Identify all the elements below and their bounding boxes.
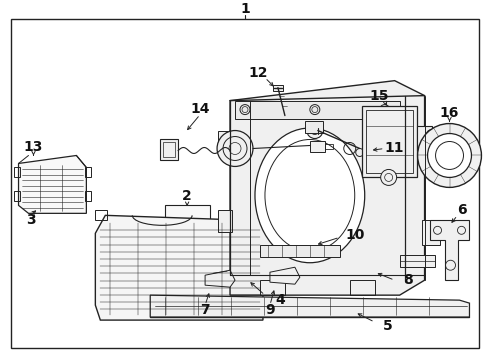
Bar xyxy=(260,280,285,295)
Bar xyxy=(260,245,340,257)
Text: 5: 5 xyxy=(383,319,392,333)
Ellipse shape xyxy=(255,128,365,263)
Text: 9: 9 xyxy=(265,303,275,317)
Polygon shape xyxy=(150,295,469,317)
Bar xyxy=(305,121,323,132)
Bar xyxy=(85,167,91,177)
Text: 11: 11 xyxy=(385,141,404,156)
Bar xyxy=(273,85,283,91)
Text: 3: 3 xyxy=(25,213,35,227)
Text: 16: 16 xyxy=(440,105,459,120)
Circle shape xyxy=(307,122,323,139)
Bar xyxy=(310,140,325,153)
Bar xyxy=(362,105,416,177)
Bar xyxy=(400,255,435,267)
Ellipse shape xyxy=(265,140,355,251)
Bar xyxy=(14,167,20,177)
Bar xyxy=(253,210,265,220)
Text: 8: 8 xyxy=(403,273,413,287)
Text: 13: 13 xyxy=(24,140,43,154)
Polygon shape xyxy=(96,215,263,320)
Bar xyxy=(85,192,91,201)
Circle shape xyxy=(310,105,320,114)
Bar xyxy=(421,220,440,245)
Circle shape xyxy=(428,134,471,177)
Text: 14: 14 xyxy=(190,102,210,116)
Bar xyxy=(163,141,175,157)
Circle shape xyxy=(381,170,396,185)
Text: 1: 1 xyxy=(240,2,250,16)
Text: 10: 10 xyxy=(345,228,365,242)
Bar xyxy=(218,210,232,232)
Polygon shape xyxy=(230,81,424,295)
Polygon shape xyxy=(19,156,86,213)
Bar xyxy=(416,126,432,150)
Ellipse shape xyxy=(426,130,438,145)
Bar xyxy=(218,131,232,153)
Circle shape xyxy=(417,123,482,188)
Bar xyxy=(165,205,210,233)
Polygon shape xyxy=(205,270,235,287)
Bar xyxy=(350,280,375,295)
Bar xyxy=(421,135,440,161)
Text: 15: 15 xyxy=(370,89,390,103)
Circle shape xyxy=(380,105,390,114)
Circle shape xyxy=(217,131,253,166)
Bar xyxy=(14,192,20,201)
Bar xyxy=(366,109,413,174)
Bar xyxy=(235,100,400,118)
Text: 4: 4 xyxy=(275,293,285,307)
Text: 7: 7 xyxy=(200,303,210,317)
Bar xyxy=(325,144,333,149)
Bar xyxy=(96,210,107,220)
Bar xyxy=(160,139,178,161)
Text: 12: 12 xyxy=(248,66,268,80)
Text: 2: 2 xyxy=(182,189,192,203)
Polygon shape xyxy=(270,267,300,284)
Circle shape xyxy=(240,105,250,114)
Text: 6: 6 xyxy=(457,203,466,217)
Polygon shape xyxy=(430,220,469,280)
